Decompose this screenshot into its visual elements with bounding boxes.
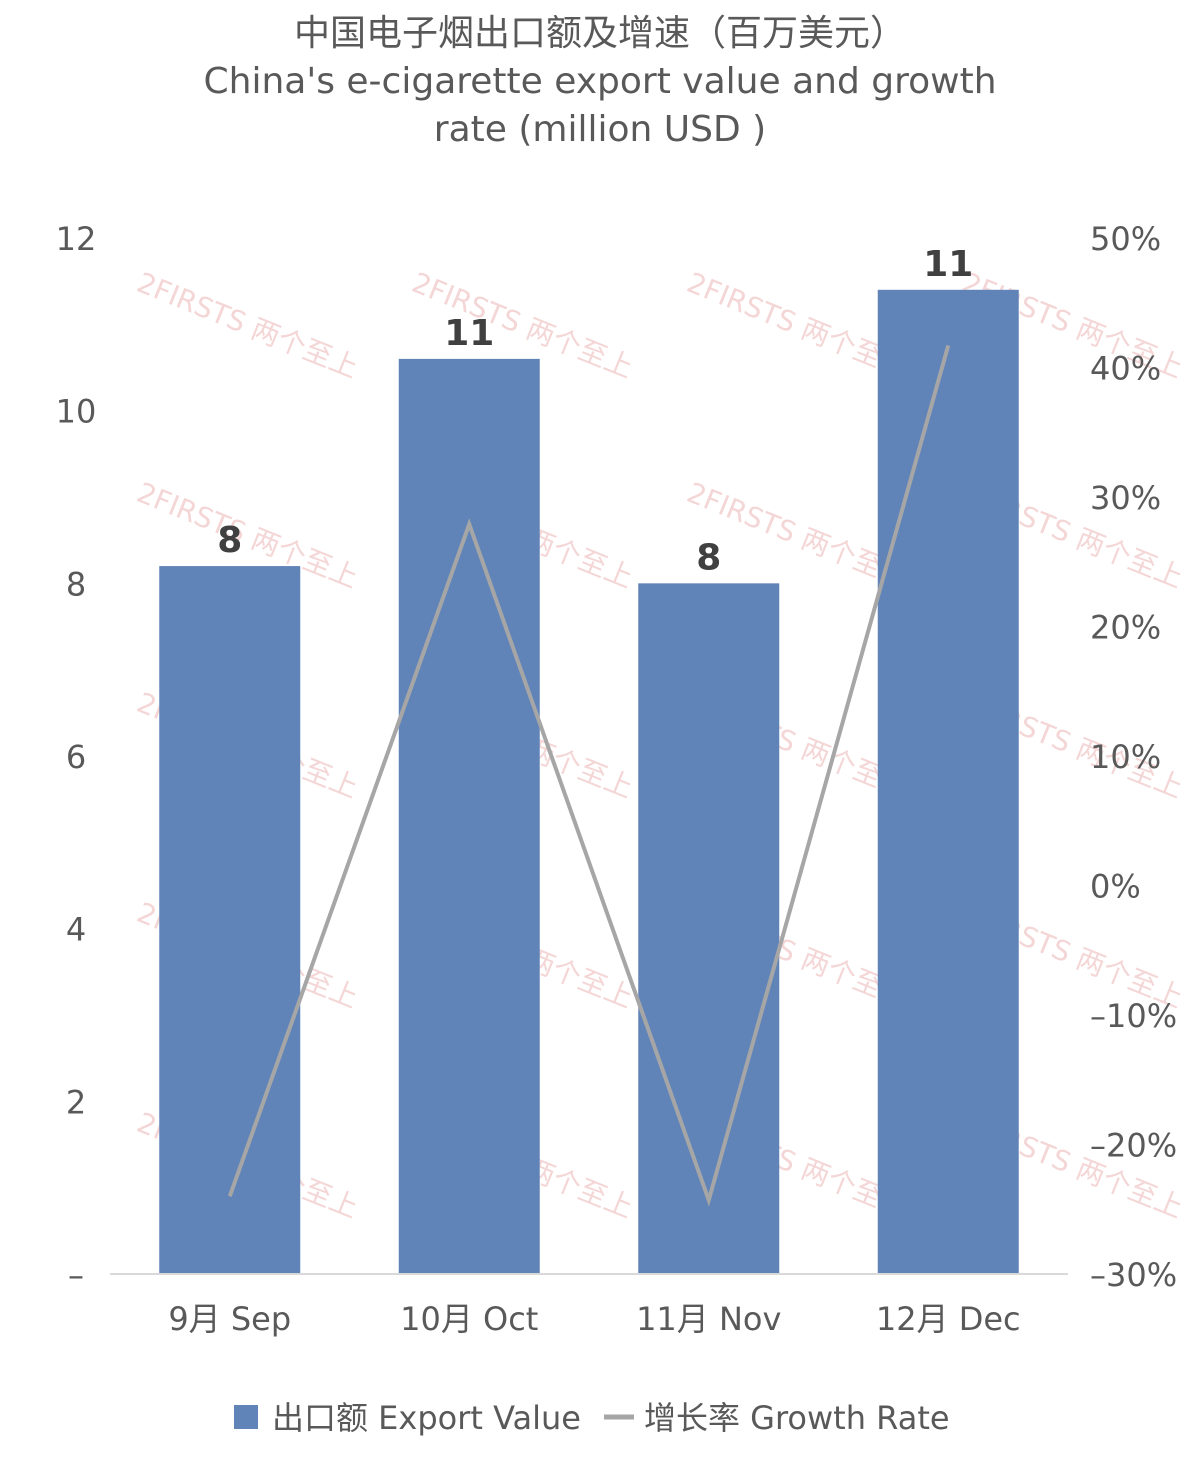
bar [638,583,780,1274]
bar [398,358,540,1274]
bar-data-label: 8 [696,537,721,578]
y-right-tick-label: 40% [1090,350,1161,388]
watermark-text: 2FIRSTS 两个至上 [132,266,362,385]
data-labels: 8 11 8 11 [217,244,973,579]
title-line-en-1: China's e-cigarette export value and gro… [203,61,997,102]
y-right-tick-label: 20% [1090,609,1161,647]
y-right-tick-label: 50% [1090,220,1161,258]
bar-data-label: 11 [444,313,494,354]
title-line-cn: 中国电子烟出口额及增速（百万美元） [293,13,906,54]
x-tick-label: 11月 Nov [636,1300,781,1338]
bar [159,566,301,1274]
bar [877,289,1019,1274]
y-right-tick-label: 0% [1090,868,1141,906]
y-left-tick-label: 8 [66,565,86,603]
bar-series [159,289,1019,1274]
growth-rate-line [227,344,951,1207]
bar-data-label: 8 [217,520,242,561]
bar-data-label: 11 [923,244,973,285]
y-left-tick-label: 6 [66,738,86,776]
x-tick-label: 10月 Oct [400,1300,538,1338]
y-right-tick-label: 30% [1090,479,1161,517]
axes: – 2 4 6 8 10 12 –30% –20% –10% 0% 10% 20% 30% 40% 50% 9月… [56,220,1177,1338]
y-left-tick-label: 12 [56,220,97,258]
y-left-tick-label: 10 [56,393,97,431]
title-line-en-2: rate (million USD ) [433,109,767,150]
legend-line-label: 增长率 Growth Rate [644,1399,950,1437]
y-right-tick-label: –20% [1090,1127,1177,1165]
x-tick-label: 9月 Sep [168,1300,291,1338]
chart-title: 中国电子烟出口额及增速（百万美元） China's e-cigarette ex… [100,10,1100,154]
legend-bar-swatch [234,1405,258,1429]
legend: 出口额 Export Value 增长率 Growth Rate [234,1399,950,1437]
x-tick-label: 12月 Dec [876,1300,1021,1338]
legend-bar-label: 出口额 Export Value [272,1399,581,1437]
y-right-tick-label: –10% [1090,997,1177,1035]
line-series [227,344,951,1207]
y-right-tick-label: –30% [1090,1256,1177,1294]
y-left-tick-label: 4 [66,911,86,949]
y-left-tick-label: – [68,1256,84,1294]
y-left-tick-label: 2 [66,1083,86,1121]
y-right-tick-label: 10% [1090,738,1161,776]
